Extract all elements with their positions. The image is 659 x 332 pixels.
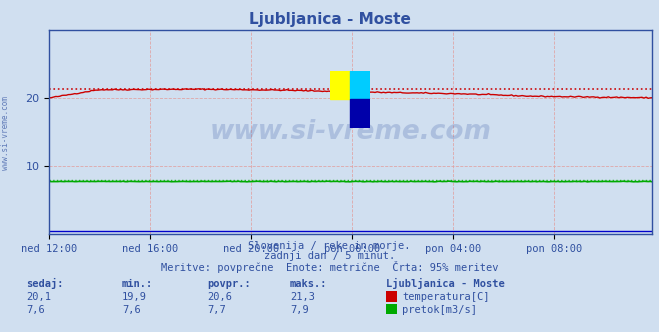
Text: 7,6: 7,6 [122,305,140,315]
Text: maks.:: maks.: [290,279,328,289]
Text: 19,9: 19,9 [122,292,147,302]
Text: Ljubljanica - Moste: Ljubljanica - Moste [386,278,504,289]
Bar [350,99,370,128]
Text: 21,3: 21,3 [290,292,315,302]
Text: pretok[m3/s]: pretok[m3/s] [402,305,477,315]
Text: 20,6: 20,6 [208,292,233,302]
Text: sedaj:: sedaj: [26,278,64,289]
Text: www.si-vreme.com: www.si-vreme.com [1,96,10,170]
Text: zadnji dan / 5 minut.: zadnji dan / 5 minut. [264,251,395,261]
Text: www.si-vreme.com: www.si-vreme.com [210,119,492,145]
Text: 20,1: 20,1 [26,292,51,302]
Text: temperatura[C]: temperatura[C] [402,292,490,302]
Text: Ljubljanica - Moste: Ljubljanica - Moste [248,12,411,27]
Text: povpr.:: povpr.: [208,279,251,289]
Bar [350,71,370,99]
Text: min.:: min.: [122,279,153,289]
Text: Slovenija / reke in morje.: Slovenija / reke in morje. [248,241,411,251]
Text: 7,6: 7,6 [26,305,45,315]
Text: Meritve: povprečne  Enote: metrične  Črta: 95% meritev: Meritve: povprečne Enote: metrične Črta:… [161,261,498,273]
Bar [330,71,350,99]
Text: 7,7: 7,7 [208,305,226,315]
Text: 7,9: 7,9 [290,305,308,315]
